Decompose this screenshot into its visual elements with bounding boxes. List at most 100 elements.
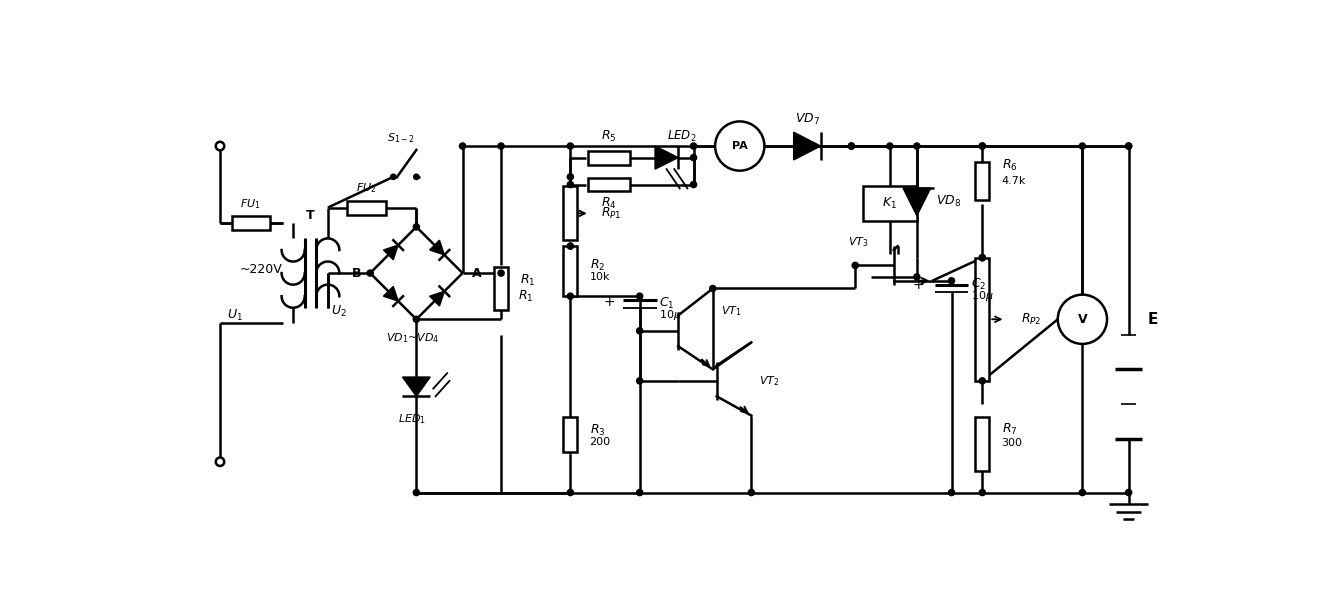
Text: $R_1$: $R_1$	[519, 288, 533, 304]
Text: T: T	[305, 209, 315, 222]
Text: 10k: 10k	[589, 272, 611, 282]
Bar	[862, 186, 917, 221]
Bar	[232, 216, 271, 230]
Circle shape	[1080, 143, 1085, 149]
Bar	[976, 258, 989, 381]
Circle shape	[980, 255, 985, 261]
Text: $FU_2$: $FU_2$	[356, 182, 377, 195]
Circle shape	[637, 378, 643, 384]
Circle shape	[848, 143, 854, 149]
Text: 10$\mu$: 10$\mu$	[970, 289, 993, 303]
Circle shape	[690, 143, 697, 149]
Circle shape	[980, 255, 985, 261]
Circle shape	[367, 270, 373, 276]
Polygon shape	[429, 240, 444, 255]
Text: $U_1$: $U_1$	[228, 308, 244, 323]
Circle shape	[948, 489, 954, 496]
Circle shape	[980, 489, 985, 496]
Text: $LED_2$: $LED_2$	[668, 129, 697, 144]
Circle shape	[1125, 143, 1132, 149]
Text: $LED_1$: $LED_1$	[399, 412, 427, 426]
Text: $VD_8$: $VD_8$	[936, 194, 961, 209]
Circle shape	[568, 182, 573, 188]
Circle shape	[1125, 143, 1132, 149]
Text: E: E	[1148, 312, 1158, 327]
Polygon shape	[793, 132, 821, 160]
Bar	[976, 162, 989, 200]
Text: $U_2$: $U_2$	[332, 304, 347, 319]
Bar	[588, 178, 631, 192]
Text: $R_3$: $R_3$	[589, 423, 605, 439]
Text: $R_2$: $R_2$	[589, 257, 605, 273]
Text: 10$\mu$: 10$\mu$	[659, 308, 681, 323]
Circle shape	[637, 293, 643, 299]
Text: ~220V: ~220V	[239, 263, 283, 276]
Text: $R_5$: $R_5$	[601, 129, 617, 144]
Circle shape	[499, 143, 504, 149]
Circle shape	[460, 143, 465, 149]
Polygon shape	[902, 188, 930, 216]
Polygon shape	[655, 146, 678, 169]
Circle shape	[568, 174, 573, 180]
Text: A: A	[472, 267, 481, 279]
Bar	[564, 186, 577, 240]
Text: +: +	[604, 295, 615, 310]
Circle shape	[1058, 294, 1106, 344]
Text: $C_1$: $C_1$	[659, 296, 674, 311]
Circle shape	[499, 270, 504, 276]
Circle shape	[852, 262, 858, 269]
Circle shape	[980, 378, 985, 384]
Circle shape	[568, 143, 573, 149]
Polygon shape	[384, 245, 399, 260]
Text: $S_{1-2}$: $S_{1-2}$	[387, 132, 415, 145]
Bar	[976, 418, 989, 471]
Circle shape	[853, 263, 858, 268]
Circle shape	[413, 174, 419, 180]
Text: $C_2$: $C_2$	[970, 277, 986, 292]
Circle shape	[914, 143, 920, 149]
Circle shape	[413, 316, 420, 322]
Bar	[564, 246, 577, 296]
Text: $FU_1$: $FU_1$	[240, 197, 261, 211]
Polygon shape	[429, 291, 444, 306]
Text: $K_1$: $K_1$	[882, 197, 897, 212]
Text: $VT_3$: $VT_3$	[848, 236, 868, 249]
Circle shape	[637, 489, 643, 496]
Circle shape	[848, 143, 854, 149]
Bar	[347, 201, 385, 215]
Polygon shape	[384, 287, 399, 301]
Circle shape	[948, 278, 954, 284]
Circle shape	[637, 328, 643, 334]
Bar	[588, 151, 631, 165]
Circle shape	[914, 201, 920, 207]
Text: $R_6$: $R_6$	[1001, 157, 1017, 173]
Circle shape	[637, 328, 643, 334]
Text: $VT_2$: $VT_2$	[758, 374, 780, 388]
Circle shape	[690, 182, 697, 188]
Text: $R_1$: $R_1$	[520, 273, 536, 288]
Text: 300: 300	[1001, 438, 1022, 448]
Text: 200: 200	[589, 437, 611, 447]
Text: PA: PA	[732, 141, 748, 151]
Circle shape	[568, 293, 573, 299]
Text: 4.7k: 4.7k	[1001, 175, 1026, 186]
Circle shape	[216, 457, 224, 466]
Circle shape	[568, 243, 573, 249]
Circle shape	[568, 489, 573, 496]
Circle shape	[413, 224, 420, 230]
Text: $R_4$: $R_4$	[601, 197, 617, 212]
Circle shape	[709, 285, 716, 291]
Circle shape	[886, 143, 893, 149]
Circle shape	[391, 174, 396, 180]
Text: +: +	[913, 278, 925, 291]
Circle shape	[1080, 489, 1085, 496]
Circle shape	[914, 274, 920, 280]
Bar	[564, 418, 577, 452]
Circle shape	[690, 154, 697, 160]
Text: B: B	[352, 267, 361, 279]
Circle shape	[748, 489, 754, 496]
Circle shape	[216, 142, 224, 150]
Circle shape	[1125, 489, 1132, 496]
Text: $R_{P1}$: $R_{P1}$	[601, 206, 623, 221]
Text: $VD_1$~$VD_4$: $VD_1$~$VD_4$	[385, 332, 440, 346]
